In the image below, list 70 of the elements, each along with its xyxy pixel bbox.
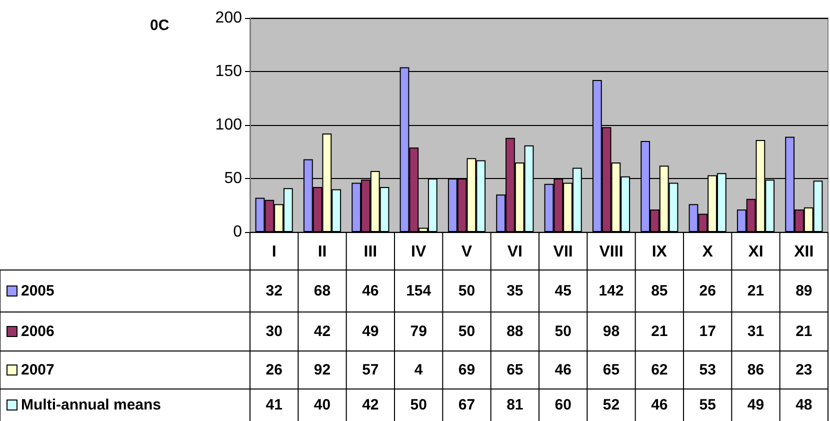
data-label: 68 bbox=[314, 282, 331, 300]
x-tick-label: I bbox=[272, 244, 276, 260]
data-label: 46 bbox=[554, 362, 572, 378]
data-label: 85 bbox=[651, 282, 668, 300]
data-label: 46 bbox=[651, 396, 668, 414]
data-label: 21 bbox=[747, 282, 764, 300]
x-tick-label: IX bbox=[652, 244, 668, 260]
data-label: 53 bbox=[699, 362, 716, 378]
legend-label: 2007 bbox=[21, 362, 54, 378]
data-label: 65 bbox=[602, 362, 620, 378]
data-label: 154 bbox=[406, 282, 432, 300]
data-label: 4 bbox=[414, 362, 424, 378]
data-label: 21 bbox=[796, 323, 812, 340]
data-label: 55 bbox=[699, 396, 716, 414]
legend-label: Multi-annual means bbox=[21, 396, 162, 414]
data-label: 26 bbox=[699, 282, 716, 300]
data-label: 48 bbox=[796, 396, 812, 414]
y-tick-label: 150 bbox=[215, 63, 242, 80]
data-label: 86 bbox=[747, 362, 764, 378]
data-label: 50 bbox=[410, 396, 427, 414]
data-label: 31 bbox=[747, 323, 764, 340]
data-label: 46 bbox=[362, 282, 379, 300]
data-label: 26 bbox=[266, 362, 282, 378]
x-tick-label: V bbox=[461, 244, 472, 260]
x-tick-label: VIII bbox=[599, 244, 624, 260]
x-tick-label: XI bbox=[748, 244, 764, 260]
data-label: 32 bbox=[266, 282, 282, 300]
data-label: 17 bbox=[699, 323, 716, 340]
data-label: 21 bbox=[651, 323, 668, 340]
data-label: 98 bbox=[602, 323, 620, 340]
data-label: 88 bbox=[506, 323, 524, 340]
data-label: 52 bbox=[602, 396, 620, 414]
y-tick-label: 50 bbox=[224, 170, 242, 187]
data-label: 65 bbox=[506, 362, 524, 378]
y-axis-title: 0C bbox=[150, 17, 170, 34]
x-tick-label: IV bbox=[411, 244, 426, 260]
x-tick-label: VI bbox=[507, 244, 522, 260]
data-label: 23 bbox=[796, 362, 812, 378]
data-label: 35 bbox=[506, 282, 524, 300]
data-label: 30 bbox=[266, 323, 282, 340]
legend-label: 2005 bbox=[21, 282, 54, 300]
data-label: 67 bbox=[458, 396, 476, 414]
data-label: 50 bbox=[458, 323, 476, 340]
data-label: 49 bbox=[747, 396, 764, 414]
data-label: 57 bbox=[362, 362, 379, 378]
data-label: 45 bbox=[554, 282, 572, 300]
y-tick-label: 100 bbox=[215, 116, 242, 134]
x-tick-label: II bbox=[318, 244, 327, 260]
data-label: 92 bbox=[314, 362, 331, 378]
data-label: 69 bbox=[458, 362, 476, 378]
data-label: 49 bbox=[362, 323, 379, 340]
data-label: 79 bbox=[410, 323, 427, 340]
data-label: 40 bbox=[314, 396, 331, 414]
data-label: 41 bbox=[266, 396, 282, 414]
data-label: 50 bbox=[554, 323, 572, 340]
x-tick-label: XII bbox=[794, 244, 814, 260]
y-tick-label: 200 bbox=[215, 10, 242, 26]
y-tick-label: 0 bbox=[233, 224, 242, 240]
legend-label: 2006 bbox=[21, 323, 54, 340]
x-tick-label: X bbox=[702, 244, 714, 260]
data-label: 81 bbox=[506, 396, 524, 414]
x-tick-label: III bbox=[364, 244, 378, 260]
data-label: 60 bbox=[554, 396, 572, 414]
data-label: 89 bbox=[796, 282, 812, 300]
data-label: 50 bbox=[458, 282, 476, 300]
data-label: 142 bbox=[598, 282, 624, 300]
data-label: 42 bbox=[314, 323, 331, 340]
data-label: 62 bbox=[651, 362, 668, 378]
data-label: 42 bbox=[362, 396, 379, 414]
x-tick-label: VII bbox=[553, 244, 573, 260]
